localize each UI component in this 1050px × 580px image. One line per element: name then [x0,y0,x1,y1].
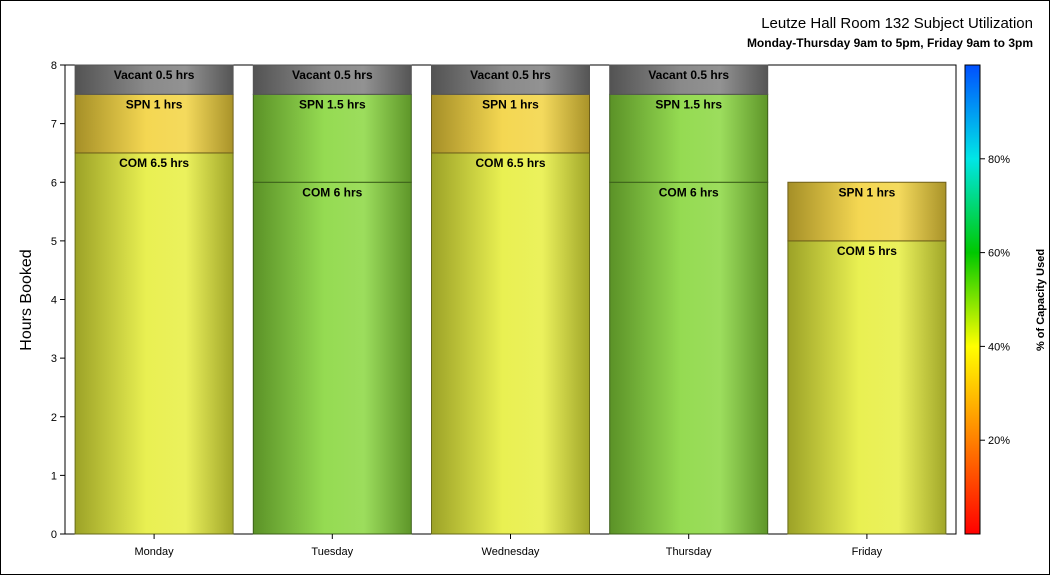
colorbar-tick-label: 40% [988,341,1010,353]
bar-segment-spn [252,93,412,183]
colorbar-tick-label: 60% [988,248,1010,260]
bar-segment-com [787,240,947,535]
y-tick-label: 3 [51,353,57,365]
bar-segment-spn [431,93,590,154]
segment-label-vacant: Vacant 0.5 hrs [114,68,195,82]
segment-label-spn: SPN 1.5 hrs [655,97,722,111]
bar-segment-spn [74,93,234,154]
bar-segment-vacant [609,64,769,95]
chart-subtitle: Monday-Thursday 9am to 5pm, Friday 9am t… [747,36,1033,50]
plot-area: 0 1 2 3 4 5 6 7 8 COM 6.5 hrs SPN 1 hrs Vacant 0.5 … [51,60,957,558]
segment-label-com: COM 6.5 hrs [475,156,545,170]
bar-segment-vacant [252,64,412,95]
bar-segment-com [252,181,412,535]
bar-segment-spn [787,181,947,242]
bar-segment-com [431,152,590,535]
segment-label-com: COM 6.5 hrs [119,156,189,170]
color-legend: 20% 40% 60% 80% % of Capacity Used [964,64,1047,535]
segment-label-com: COM 5 hrs [837,244,897,258]
bar-segment-com [609,181,769,535]
y-axis-label: Hours Booked [18,249,35,350]
x-tick-label: Tuesday [311,546,353,558]
y-tick-label: 8 [51,60,57,72]
x-tick-label: Thursday [666,546,712,558]
y-tick-label: 0 [51,529,57,541]
y-tick-label: 5 [51,236,57,248]
y-tick-label: 4 [51,295,57,307]
segment-label-spn: SPN 1 hrs [482,97,539,111]
x-tick-label: Friday [852,546,883,558]
x-tick-label: Monday [135,546,175,558]
bar-segment-vacant [74,64,234,95]
y-tick-label: 6 [51,177,57,189]
segment-label-com: COM 6 hrs [302,185,362,199]
segment-label-vacant: Vacant 0.5 hrs [648,68,729,82]
segment-label-spn: SPN 1.5 hrs [299,97,366,111]
segment-label-vacant: Vacant 0.5 hrs [292,68,373,82]
colorbar-tick-label: 80% [988,154,1010,166]
y-tick-label: 2 [51,412,57,424]
segment-label-spn: SPN 1 hrs [839,185,896,199]
segment-label-vacant: Vacant 0.5 hrs [470,68,551,82]
segment-label-spn: SPN 1 hrs [126,97,183,111]
y-tick-label: 1 [51,470,57,482]
chart-title: Leutze Hall Room 132 Subject Utilization [761,15,1033,32]
bar-segment-vacant [431,64,590,95]
colorbar-title: % of Capacity Used [1035,249,1047,351]
colorbar-tick-label: 20% [988,435,1010,447]
colorbar-gradient [964,64,981,535]
bar-segment-spn [609,93,769,183]
y-tick-label: 7 [51,119,57,131]
bar-segment-com [74,152,234,535]
x-tick-label: Wednesday [482,546,540,558]
segment-label-com: COM 6 hrs [659,185,719,199]
